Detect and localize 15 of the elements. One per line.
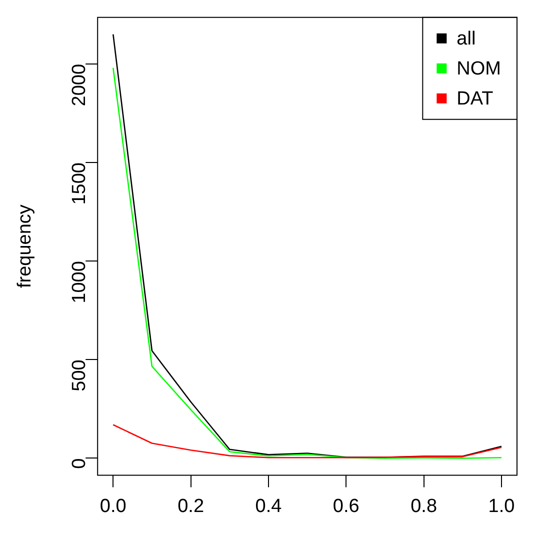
y-tick-label: 500 bbox=[68, 360, 90, 392]
y-axis-title: frequency bbox=[14, 204, 36, 288]
legend-label: DAT bbox=[456, 88, 494, 110]
legend-label: NOM bbox=[456, 58, 501, 80]
y-tick-label: 2000 bbox=[68, 64, 90, 106]
x-tick-label: 0.2 bbox=[178, 496, 204, 517]
legend-label: all bbox=[456, 28, 476, 50]
y-tick-label: 1000 bbox=[68, 261, 90, 304]
x-tick-label: 0.6 bbox=[332, 496, 360, 517]
y-tick-label: 0 bbox=[68, 458, 90, 469]
y-tick-label: 1500 bbox=[68, 162, 90, 205]
x-tick-label: 0.4 bbox=[255, 496, 282, 517]
x-tick-label: 1.0 bbox=[488, 496, 515, 517]
x-tick-label: 0.8 bbox=[410, 496, 438, 517]
x-tick-label: 0.0 bbox=[100, 496, 126, 517]
